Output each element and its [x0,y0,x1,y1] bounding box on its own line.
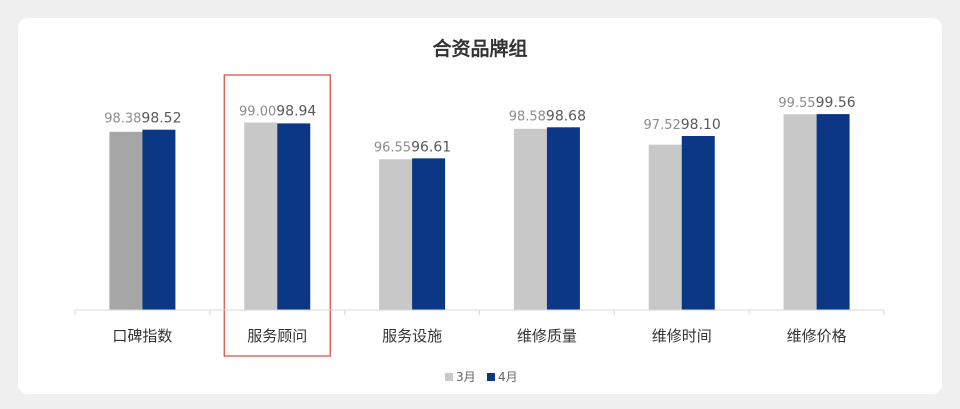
value-label-维修价格-3月: 99.55 [778,96,815,111]
value-label-维修价格-4月: 99.56 [816,95,856,111]
value-label-口碑指数-4月: 98.52 [141,111,181,127]
bar-服务顾问-4月 [277,123,311,311]
highlight-box [223,74,331,357]
category-label-维修质量: 维修质量 [517,327,577,345]
value-label-维修时间-4月: 98.10 [681,117,721,133]
category-label-服务顾问: 服务顾问 [247,327,307,345]
bar-维修质量-4月 [546,127,580,310]
chart-title: 合资品牌组 [432,37,527,60]
category-label-服务设施: 服务设施 [382,327,442,345]
bars-group [109,114,850,311]
value-label-服务设施-4月: 96.61 [411,139,451,155]
bar-维修价格-3月 [783,114,817,310]
bar-口碑指数-4月 [142,129,176,310]
legend-label-3月: 3月 [456,370,476,384]
x-axis: 口碑指数 服务顾问 服务设施 维修质量 维修时间 维修价格 [74,74,885,357]
bar-服务设施-3月 [379,159,413,310]
bar-口碑指数-3月 [109,131,143,310]
bar-维修质量-3月 [513,128,547,310]
bar-服务顾问-3月 [244,122,278,310]
value-label-服务顾问-4月: 98.94 [276,104,316,120]
value-label-服务顾问-3月: 99.00 [239,105,276,120]
value-label-维修时间-3月: 97.52 [644,118,681,133]
value-label-维修质量-4月: 98.68 [546,108,586,124]
legend-swatch-4月 [487,373,495,381]
bar-服务设施-4月 [412,158,446,310]
value-labels-group: 98.38 98.52 99.00 98.94 96.55 96.61 98.58 98.68… [104,95,856,155]
value-label-口碑指数-3月: 98.38 [104,112,141,127]
legend-swatch-3月 [445,373,453,381]
category-label-维修时间: 维修时间 [652,327,712,345]
value-label-服务设施-3月: 96.55 [374,140,411,155]
legend: 3月 4月 [445,370,518,384]
bar-维修价格-4月 [816,114,850,310]
bar-维修时间-4月 [681,136,715,310]
value-label-维修质量-3月: 98.58 [509,109,546,124]
category-label-口碑指数: 口碑指数 [112,327,172,345]
category-label-维修价格: 维修价格 [787,327,847,345]
bar-维修时间-3月 [648,144,682,310]
legend-label-4月: 4月 [498,370,518,384]
